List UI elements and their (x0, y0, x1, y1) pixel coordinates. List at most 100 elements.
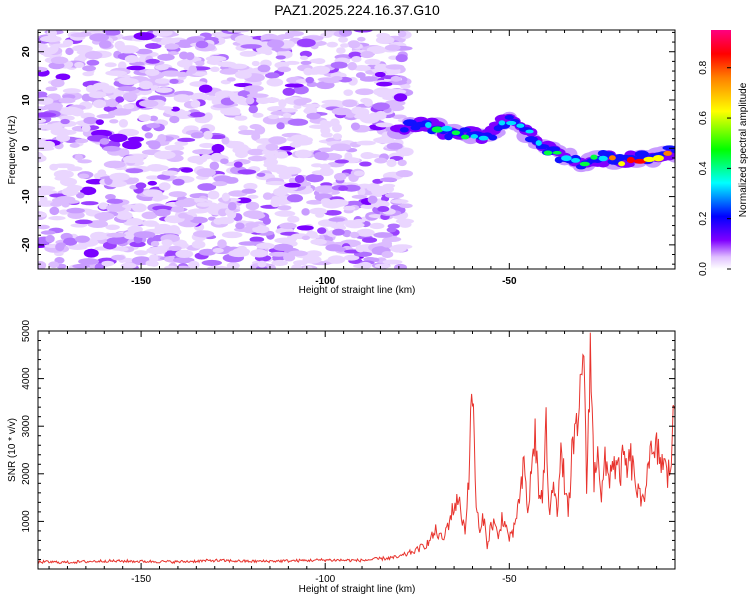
spectrogram-noise-cell (399, 203, 413, 209)
spectrogram-noise-cell (235, 197, 252, 204)
spectrogram-noise-cell (118, 118, 129, 128)
spectrogram-noise-cell (149, 115, 159, 122)
spectrogram-noise-cell (256, 172, 266, 177)
spectrogram-noise-cell (314, 151, 330, 161)
spectrogram-noise-cell (142, 189, 163, 197)
spectrogram-noise-cell (338, 185, 349, 191)
spectrogram-noise-cell (241, 39, 262, 45)
spectrogram-noise-cell (224, 111, 242, 116)
spectrogram-noise-cell (211, 143, 225, 153)
spectrogram-noise-cell (205, 55, 227, 62)
spectrogram-noise-cell (193, 230, 215, 238)
spectrogram-noise-cell (257, 64, 271, 73)
spectrogram-noise-cell (201, 259, 222, 266)
spectrogram-noise-cell (157, 133, 167, 143)
spectrogram-noise-cell (237, 169, 257, 175)
spectrogram-x-tick-label: -150 (131, 276, 151, 287)
spectrogram-noise-cell (220, 158, 229, 165)
spectrogram-noise-cell (229, 94, 240, 102)
spectrogram-noise-cell (157, 174, 171, 180)
spectrogram-noise-cell (108, 133, 128, 143)
spectrogram-noise-cell (359, 261, 372, 269)
spectrogram-noise-cell (155, 87, 173, 93)
spectrogram-noise-cell (355, 111, 367, 117)
spectrogram-noise-cell (350, 122, 361, 131)
snr-series-line (38, 332, 675, 565)
spectrogram-noise-cell (349, 231, 360, 239)
spectrogram-noise-cell (135, 48, 153, 55)
spectrogram-noise-cell (151, 196, 163, 202)
spectrogram-noise-cell (210, 66, 220, 73)
spectrogram-noise-cell (262, 217, 271, 225)
snr-y-tick-label: 2000 (21, 462, 32, 485)
snr-panel: -150 -100 -50 1000 2000 3000 4000 5000 Height … (7, 319, 676, 595)
spectrogram-noise-cell (326, 41, 338, 48)
spectrogram-noise-cell (291, 264, 302, 269)
spectrogram-noise-cell (279, 222, 297, 230)
spectrogram-noise-cell (123, 103, 135, 110)
spectrogram-noise-cell (360, 114, 380, 124)
colorbar-tick-label: 0.6 (698, 111, 709, 125)
spectrogram-noise-cell (82, 65, 96, 72)
spectrogram-noise-cell (271, 255, 285, 262)
spectrogram-noise-cell (104, 62, 117, 68)
spectrogram-noise-cell (265, 143, 279, 151)
spectrogram-noise-cell (146, 175, 161, 180)
spectrogram-noise-cell (122, 140, 142, 150)
spectrogram-noise-cell (154, 223, 173, 233)
spectrogram-noise-cell (277, 205, 292, 211)
spectrogram-noise-cell (294, 149, 312, 159)
spectrogram-noise-cell (331, 76, 343, 81)
spectrogram-x-label: Height of straight line (km) (299, 285, 416, 296)
spectrogram-noise-cell (157, 53, 175, 61)
spectrogram-frame (37, 29, 676, 270)
spectrogram-x-ticks: -150 -100 -50 (48, 30, 676, 287)
spectrogram-noise-cell (148, 141, 161, 150)
spectrogram-ridge-cell (488, 134, 498, 141)
spectrogram-noise-cell (252, 225, 270, 234)
spectrogram-peak-cell (425, 121, 432, 128)
spectrogram-noise-cell (317, 227, 327, 234)
spectrogram-noise-cell (55, 242, 65, 252)
spectrogram-noise-cell (301, 208, 310, 216)
spectrogram-noise-cell (195, 40, 209, 49)
spectrogram-noise-cell (308, 124, 329, 129)
spectrogram-noise-cell (164, 265, 178, 269)
spectrogram-noise-cell (239, 50, 258, 57)
colorbar-tick-label: 0.8 (698, 60, 709, 74)
spectrogram-ridge-cell (459, 127, 471, 133)
spectrogram-noise-cell (302, 265, 313, 269)
spectrogram-noise-cell (154, 78, 171, 84)
spectrogram-noise-cell (373, 87, 393, 97)
spectrogram-noise-cell (284, 83, 304, 88)
spectrogram-noise-cell (245, 222, 259, 228)
spectrogram-noise-cell (78, 173, 90, 179)
spectrogram-noise-cell (197, 183, 217, 191)
spectrogram-noise-cell (99, 138, 110, 145)
spectrogram-peak-cell (643, 156, 656, 163)
spectrogram-noise-cell (106, 198, 124, 204)
spectrogram-noise-cell (323, 120, 333, 128)
spectrogram-noise-cell (77, 159, 92, 164)
spectrogram-noise-cell (169, 115, 180, 124)
spectrogram-noise-cell (62, 39, 74, 47)
spectrogram-noise-cell (75, 138, 89, 144)
spectrogram-noise-cell (372, 102, 390, 111)
spectrogram-noise-cell (375, 122, 393, 128)
spectrogram-noise-cell (179, 51, 189, 60)
spectrogram-noise-cell (243, 182, 258, 190)
spectrogram-noise-cell (351, 55, 362, 63)
spectrogram-noise-cell (210, 152, 224, 161)
spectrogram-noise-cell (226, 77, 236, 82)
spectrogram-peak-cell (431, 126, 444, 133)
spectrogram-noise-cell (83, 116, 99, 125)
spectrogram-ridge-cell (546, 146, 561, 152)
spectrogram-noise-cell (130, 177, 140, 183)
spectrogram-noise-cell (327, 199, 349, 207)
spectrogram-noise-cell (168, 191, 187, 198)
spectrogram-noise-cell (355, 244, 366, 253)
spectrogram-noise-cell (177, 137, 196, 142)
spectrogram-noise-cell (334, 159, 349, 164)
colorbar: 0.0 0.2 0.4 0.6 0.8 Normalized spectral ampl… (698, 30, 749, 276)
spectrogram-noise-cell (268, 136, 287, 145)
